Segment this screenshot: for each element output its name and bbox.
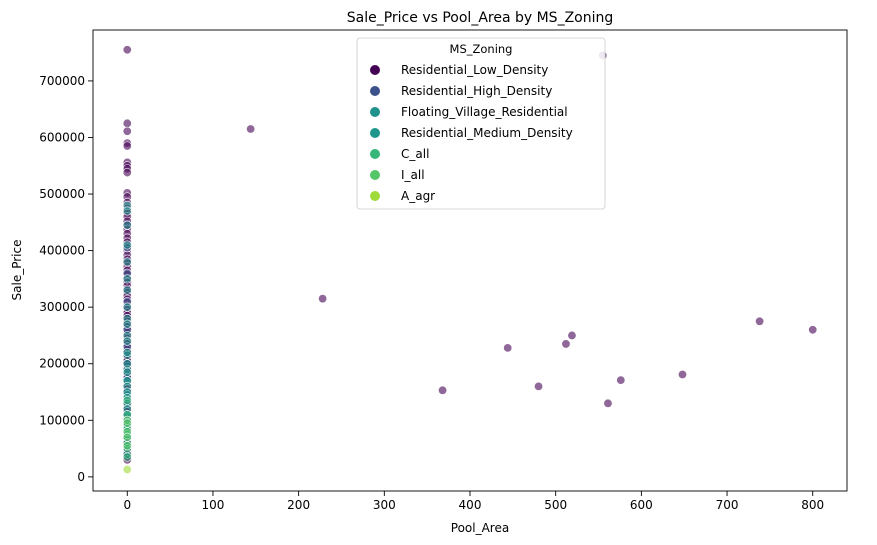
data-point	[808, 325, 818, 335]
y-tick-label: 700000	[39, 74, 85, 88]
legend-marker	[370, 86, 380, 96]
legend-marker	[370, 170, 380, 180]
data-point	[122, 168, 132, 178]
y-tick-label: 0	[77, 470, 85, 484]
x-tick-label: 100	[202, 498, 225, 512]
y-axis-ticks: 0 100000 200000 300000 400000 500000 600000 700…	[39, 74, 93, 484]
data-point	[438, 385, 448, 395]
x-tick-label: 800	[801, 498, 824, 512]
data-point	[503, 343, 513, 353]
data-point	[755, 316, 765, 326]
data-point	[122, 302, 132, 312]
data-point	[122, 441, 132, 451]
data-point	[122, 452, 132, 462]
data-point	[122, 206, 132, 216]
legend-label: C_all	[401, 147, 429, 161]
data-point	[122, 220, 132, 230]
data-point	[122, 359, 132, 369]
data-point	[122, 240, 132, 250]
legend-marker	[370, 191, 380, 201]
y-tick-label: 400000	[39, 244, 85, 258]
data-point	[122, 367, 132, 377]
data-point	[603, 398, 613, 408]
y-tick-label: 300000	[39, 300, 85, 314]
x-tick-label: 0	[123, 498, 131, 512]
data-point	[122, 257, 132, 267]
legend-box	[356, 37, 606, 210]
legend: MS_Zoning Residential_Low_DensityResiden…	[356, 37, 606, 210]
x-tick-label: 600	[630, 498, 653, 512]
data-point	[677, 369, 687, 379]
legend-marker	[370, 128, 380, 138]
data-point	[122, 336, 132, 346]
legend-label: I_all	[401, 168, 425, 182]
legend-marker	[370, 65, 380, 75]
legend-label: Residential_High_Density	[401, 84, 552, 98]
data-point	[616, 375, 626, 385]
legend-marker	[370, 107, 380, 117]
y-tick-label: 500000	[39, 187, 85, 201]
x-tick-label: 200	[287, 498, 310, 512]
x-axis-label: Pool_Area	[451, 521, 509, 535]
data-point	[534, 381, 544, 391]
data-point	[122, 418, 132, 428]
legend-label: Residential_Medium_Density	[401, 126, 573, 140]
x-tick-label: 700	[716, 498, 739, 512]
data-point	[561, 339, 571, 349]
data-point	[122, 319, 132, 329]
y-tick-label: 600000	[39, 130, 85, 144]
legend-items: Residential_Low_Density Residential_High_…	[370, 63, 573, 203]
data-point	[122, 45, 132, 55]
data-point	[122, 465, 132, 475]
data-point	[122, 274, 132, 284]
y-tick-label: 100000	[39, 413, 85, 427]
data-point	[122, 126, 132, 136]
data-point	[122, 395, 132, 405]
legend-title: MS_Zoning	[450, 42, 513, 56]
legend-label: A_agr	[401, 189, 435, 203]
legend-marker	[370, 149, 380, 159]
legend-label: Floating_Village_Residential	[401, 105, 568, 119]
data-point	[567, 330, 577, 340]
data-point	[122, 141, 132, 151]
data-point	[122, 432, 132, 442]
data-point	[122, 285, 132, 295]
x-tick-label: 500	[544, 498, 567, 512]
legend-label: Residential_Low_Density	[401, 63, 548, 77]
y-tick-label: 200000	[39, 357, 85, 371]
x-axis-ticks: 0 100 200 300 400 500 600 700 800	[123, 491, 824, 512]
data-point	[122, 118, 132, 128]
x-tick-label: 300	[373, 498, 396, 512]
data-points	[122, 45, 818, 475]
x-tick-label: 400	[459, 498, 482, 512]
data-point	[122, 347, 132, 357]
data-point	[318, 294, 328, 304]
chart-title: Sale_Price vs Pool_Area by MS_Zoning	[347, 10, 614, 26]
data-point	[246, 124, 256, 134]
y-axis-label: Sale_Price	[10, 240, 24, 301]
